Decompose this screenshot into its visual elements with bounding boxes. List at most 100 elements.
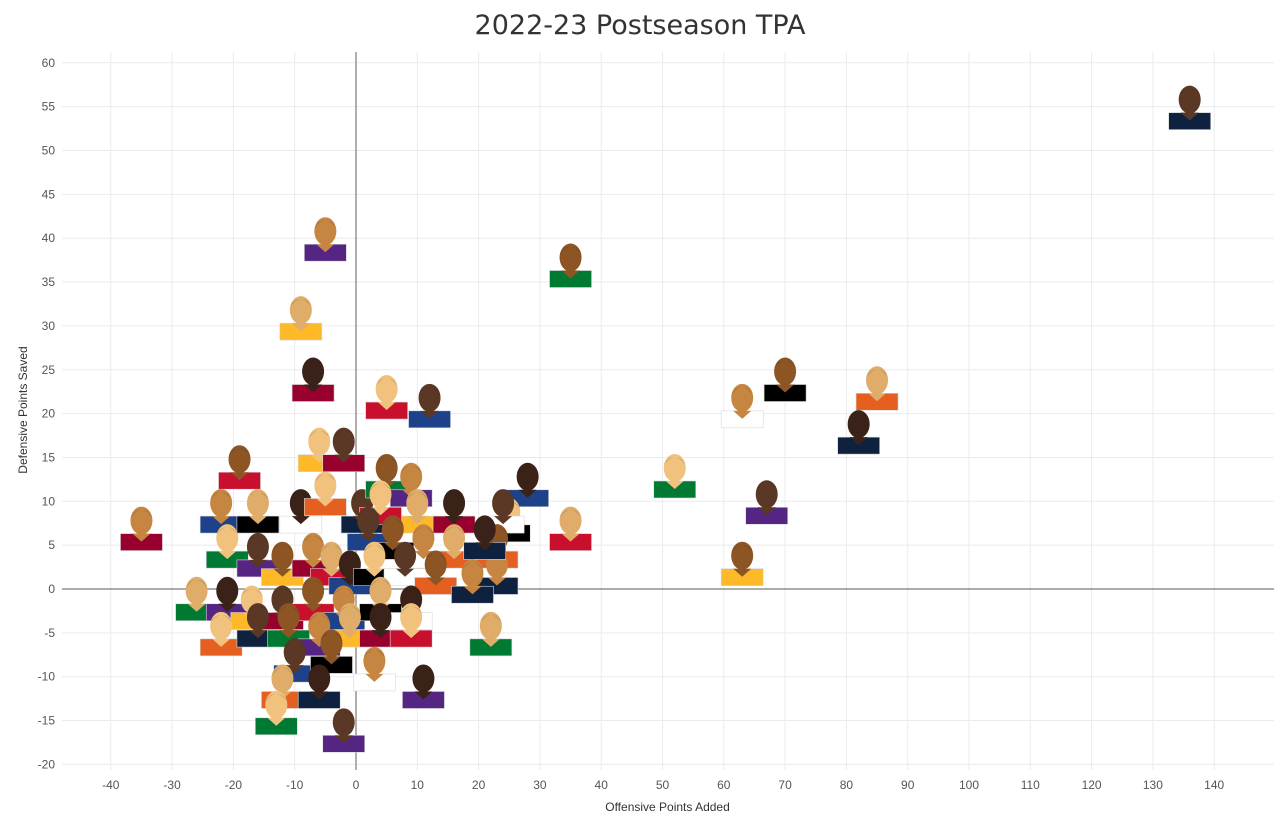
head (375, 375, 398, 404)
hair (866, 369, 889, 378)
player-marker[interactable] (304, 471, 347, 516)
hair (332, 588, 355, 597)
player-marker[interactable] (469, 611, 513, 657)
neck (279, 630, 298, 639)
head (412, 524, 435, 553)
player-marker[interactable] (291, 357, 335, 402)
player-marker[interactable] (837, 410, 880, 455)
player-marker[interactable] (763, 357, 807, 402)
hair (363, 649, 386, 658)
player-marker[interactable] (120, 506, 163, 551)
hair (412, 667, 435, 676)
head (320, 629, 343, 658)
head (381, 515, 404, 544)
neck (322, 568, 341, 577)
player-marker[interactable] (304, 217, 347, 262)
head (271, 541, 294, 570)
player-marker[interactable] (199, 611, 243, 657)
hair (479, 614, 502, 623)
hair (302, 360, 325, 369)
player-marker[interactable] (310, 629, 353, 674)
hair (246, 492, 269, 501)
player-marker[interactable] (389, 603, 433, 648)
head (369, 603, 392, 632)
player-marker[interactable] (255, 690, 298, 736)
neck (291, 323, 310, 332)
neck (849, 437, 868, 446)
player-marker[interactable] (463, 515, 507, 560)
player-marker[interactable] (346, 506, 390, 551)
hair (443, 527, 466, 536)
y-axis-label: Defensive Points Saved (16, 346, 30, 474)
head (424, 550, 447, 579)
y-tick-label: 50 (42, 144, 56, 158)
neck (561, 270, 580, 279)
neck (365, 673, 384, 682)
player-marker[interactable] (322, 427, 366, 472)
player-marker[interactable] (745, 480, 789, 525)
player-marker[interactable] (353, 646, 396, 692)
neck (561, 533, 580, 542)
hair (338, 553, 361, 562)
hair (369, 483, 392, 492)
neck (365, 568, 384, 577)
neck (291, 516, 310, 525)
player-marker[interactable] (236, 489, 280, 534)
neck (304, 603, 323, 612)
player-marker[interactable] (279, 489, 323, 534)
hair (289, 492, 312, 501)
player-marker[interactable] (1168, 85, 1211, 130)
player-marker[interactable] (414, 550, 457, 595)
y-tick-label: 30 (42, 319, 56, 333)
player-marker[interactable] (218, 445, 261, 490)
hair (289, 299, 312, 308)
hair (332, 430, 355, 439)
hair (492, 492, 515, 501)
head (216, 576, 239, 605)
neck (426, 577, 445, 586)
neck (304, 559, 323, 568)
head (271, 664, 294, 693)
y-gridlines (62, 62, 1274, 765)
x-gridlines (110, 52, 1215, 770)
head (755, 480, 778, 509)
hair (314, 474, 337, 483)
hair (363, 544, 386, 553)
head (302, 532, 325, 561)
neck (733, 410, 752, 419)
player-marker[interactable] (402, 664, 445, 709)
head (406, 489, 429, 518)
player-marker[interactable] (451, 559, 494, 604)
hair (731, 544, 754, 553)
head (663, 453, 686, 482)
neck (494, 516, 513, 525)
neck (248, 630, 267, 639)
hair (277, 606, 300, 615)
player-marker[interactable] (322, 708, 366, 753)
player-marker[interactable] (549, 243, 592, 288)
hair (400, 588, 423, 597)
hair (559, 246, 582, 255)
hair (406, 492, 429, 501)
player-marker[interactable] (720, 383, 764, 429)
hair (381, 518, 404, 527)
player-marker[interactable] (549, 506, 592, 551)
head (302, 576, 325, 605)
hair (473, 518, 496, 527)
player-marker[interactable] (365, 375, 408, 420)
player-marker[interactable] (653, 453, 697, 499)
hair (302, 579, 325, 588)
hair (424, 553, 447, 562)
x-tick-label: 10 (411, 778, 425, 792)
x-tick-label: -20 (225, 778, 243, 792)
player-marker[interactable] (199, 489, 243, 534)
hair (418, 386, 441, 395)
player-marker[interactable] (855, 366, 899, 411)
player-marker[interactable] (205, 524, 249, 569)
head (774, 357, 797, 386)
player-marker[interactable] (279, 296, 323, 341)
neck (371, 630, 390, 639)
player-marker[interactable] (408, 383, 451, 429)
player-marker[interactable] (720, 541, 764, 586)
player-marker[interactable] (297, 664, 341, 709)
